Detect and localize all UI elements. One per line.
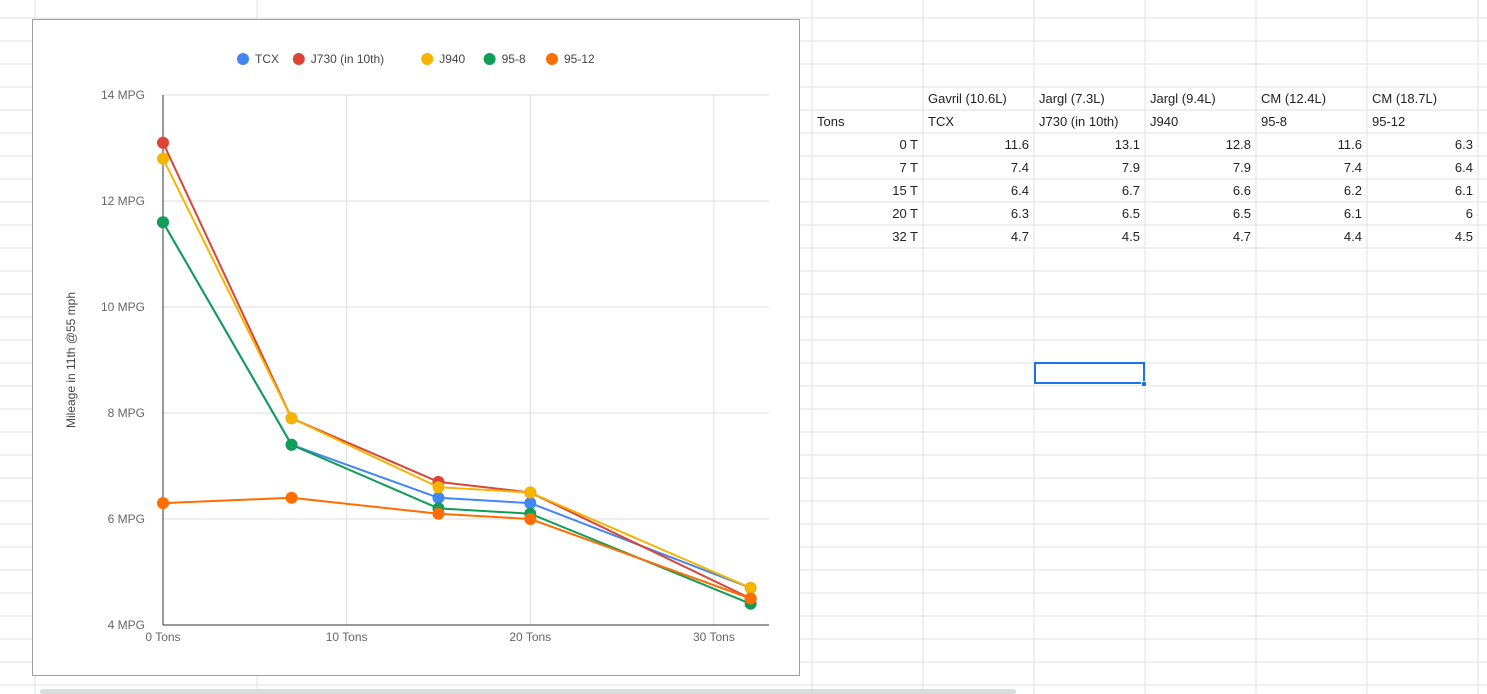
- sheet-cell[interactable]: 11.6: [1004, 137, 1029, 152]
- y-tick-label: 12 MPG: [101, 194, 145, 208]
- sheet-cell[interactable]: 7.9: [1121, 160, 1140, 175]
- legend-marker: [546, 53, 558, 65]
- sheet-cell[interactable]: Tons: [817, 114, 845, 129]
- data-point: [157, 152, 169, 165]
- data-point: [285, 438, 298, 451]
- legend-label: J940: [439, 52, 465, 66]
- sheet-cell[interactable]: 6.5: [1232, 206, 1251, 221]
- data-point: [524, 497, 537, 510]
- series-line: [162, 221, 751, 589]
- sheet-cell[interactable]: 4.4: [1343, 229, 1362, 244]
- sheet-cell[interactable]: TCX: [928, 114, 954, 129]
- legend-label: TCX: [255, 52, 279, 66]
- sheet-cell[interactable]: 13.1: [1114, 137, 1140, 152]
- sheet-cell[interactable]: 0 T: [899, 137, 918, 152]
- sheet-cell[interactable]: 6.1: [1454, 183, 1473, 198]
- sheet-cell[interactable]: 20 T: [892, 206, 918, 221]
- sheet-cell[interactable]: 6.4: [1454, 160, 1473, 175]
- sheet-cell[interactable]: J730 (in 10th): [1039, 114, 1119, 129]
- data-point: [157, 216, 169, 229]
- sheet-cell[interactable]: Jargl (9.4L): [1150, 91, 1216, 106]
- x-tick-label: 30 Tons: [693, 630, 735, 644]
- sheet-cell[interactable]: 4.7: [1010, 229, 1029, 244]
- sheet-cell[interactable]: 4.5: [1454, 229, 1473, 244]
- legend-marker: [237, 53, 249, 65]
- series-line: [162, 142, 752, 600]
- y-tick-label: 8 MPG: [108, 406, 145, 420]
- data-point: [744, 592, 757, 605]
- sheet-cell[interactable]: 6.5: [1121, 206, 1140, 221]
- sheet-cell[interactable]: CM (12.4L): [1261, 91, 1327, 106]
- embedded-chart[interactable]: 4 MPG 6 MPG 8 MPG 10 MPG 12 MPG 14 MPG 0 Tons 1…: [32, 19, 800, 676]
- series-line: [162, 496, 751, 600]
- data-point: [524, 513, 537, 525]
- legend-label: 95-12: [564, 52, 595, 66]
- legend-marker: [292, 53, 305, 65]
- x-tick-label: 10 Tons: [326, 630, 368, 644]
- data-point: [744, 581, 757, 594]
- sheet-cell[interactable]: J940: [1150, 114, 1179, 129]
- data-point: [285, 412, 298, 425]
- sheet-cell[interactable]: 6.2: [1343, 183, 1362, 198]
- sheet-cell[interactable]: 6.4: [1010, 183, 1029, 198]
- sheet-cell[interactable]: 4.7: [1232, 229, 1251, 244]
- data-point: [432, 491, 445, 504]
- sheet-cell[interactable]: 12.8: [1225, 137, 1251, 152]
- data-point: [157, 497, 169, 510]
- sheet-cell[interactable]: 7.9: [1232, 160, 1251, 175]
- legend-label: J730 (in 10th): [311, 52, 384, 66]
- x-tick-label: 20 Tons: [509, 630, 551, 644]
- y-tick-label: 6 MPG: [108, 512, 145, 526]
- sheet-cell[interactable]: 7.4: [1010, 160, 1029, 175]
- y-tick-label: 14 MPG: [101, 88, 145, 102]
- sheet-cell[interactable]: 7.4: [1343, 160, 1362, 175]
- x-tick-label: 0 Tons: [145, 630, 180, 644]
- sheet-cell[interactable]: 32 T: [892, 229, 918, 244]
- sheet-cell[interactable]: 6.1: [1343, 206, 1362, 221]
- sheet-cell[interactable]: 11.6: [1337, 137, 1362, 152]
- sheet-cell[interactable]: CM (18.7L): [1372, 91, 1438, 106]
- sheet-cell[interactable]: 4.5: [1121, 229, 1140, 244]
- legend-label: 95-8: [502, 52, 526, 66]
- sheet-cell[interactable]: 95-12: [1372, 114, 1406, 129]
- legend-marker: [483, 53, 496, 65]
- sheet-cell[interactable]: 95-8: [1261, 114, 1288, 129]
- legend-marker: [421, 53, 434, 65]
- y-axis-title: Mileage in 11th @55 mph: [64, 292, 78, 428]
- line-chart: 4 MPG 6 MPG 8 MPG 10 MPG 12 MPG 14 MPG 0 Tons 1…: [64, 52, 769, 644]
- sheet-cell[interactable]: 7 T: [899, 160, 918, 175]
- sheet-cell[interactable]: 6.6: [1232, 183, 1251, 198]
- data-point: [524, 486, 537, 499]
- selected-cell[interactable]: [1034, 362, 1145, 384]
- sheet-cell[interactable]: 6.3: [1010, 206, 1029, 221]
- sheet-cell[interactable]: 15 T: [892, 183, 918, 198]
- sheet-cell[interactable]: 6.7: [1121, 183, 1140, 198]
- sheet-cell[interactable]: 6.3: [1454, 137, 1473, 152]
- data-point: [432, 481, 445, 494]
- data-point: [285, 491, 298, 504]
- y-tick-label: 4 MPG: [108, 618, 145, 632]
- sheet-cell[interactable]: Gavril (10.6L): [928, 91, 1007, 106]
- fill-handle[interactable]: [1141, 381, 1147, 387]
- data-point: [157, 136, 169, 149]
- sheet-cell[interactable]: 6: [1465, 206, 1473, 221]
- y-tick-label: 10 MPG: [101, 300, 145, 314]
- sheet-cell[interactable]: Jargl (7.3L): [1039, 91, 1105, 106]
- horizontal-scrollbar[interactable]: [40, 689, 1016, 694]
- data-point: [432, 507, 445, 520]
